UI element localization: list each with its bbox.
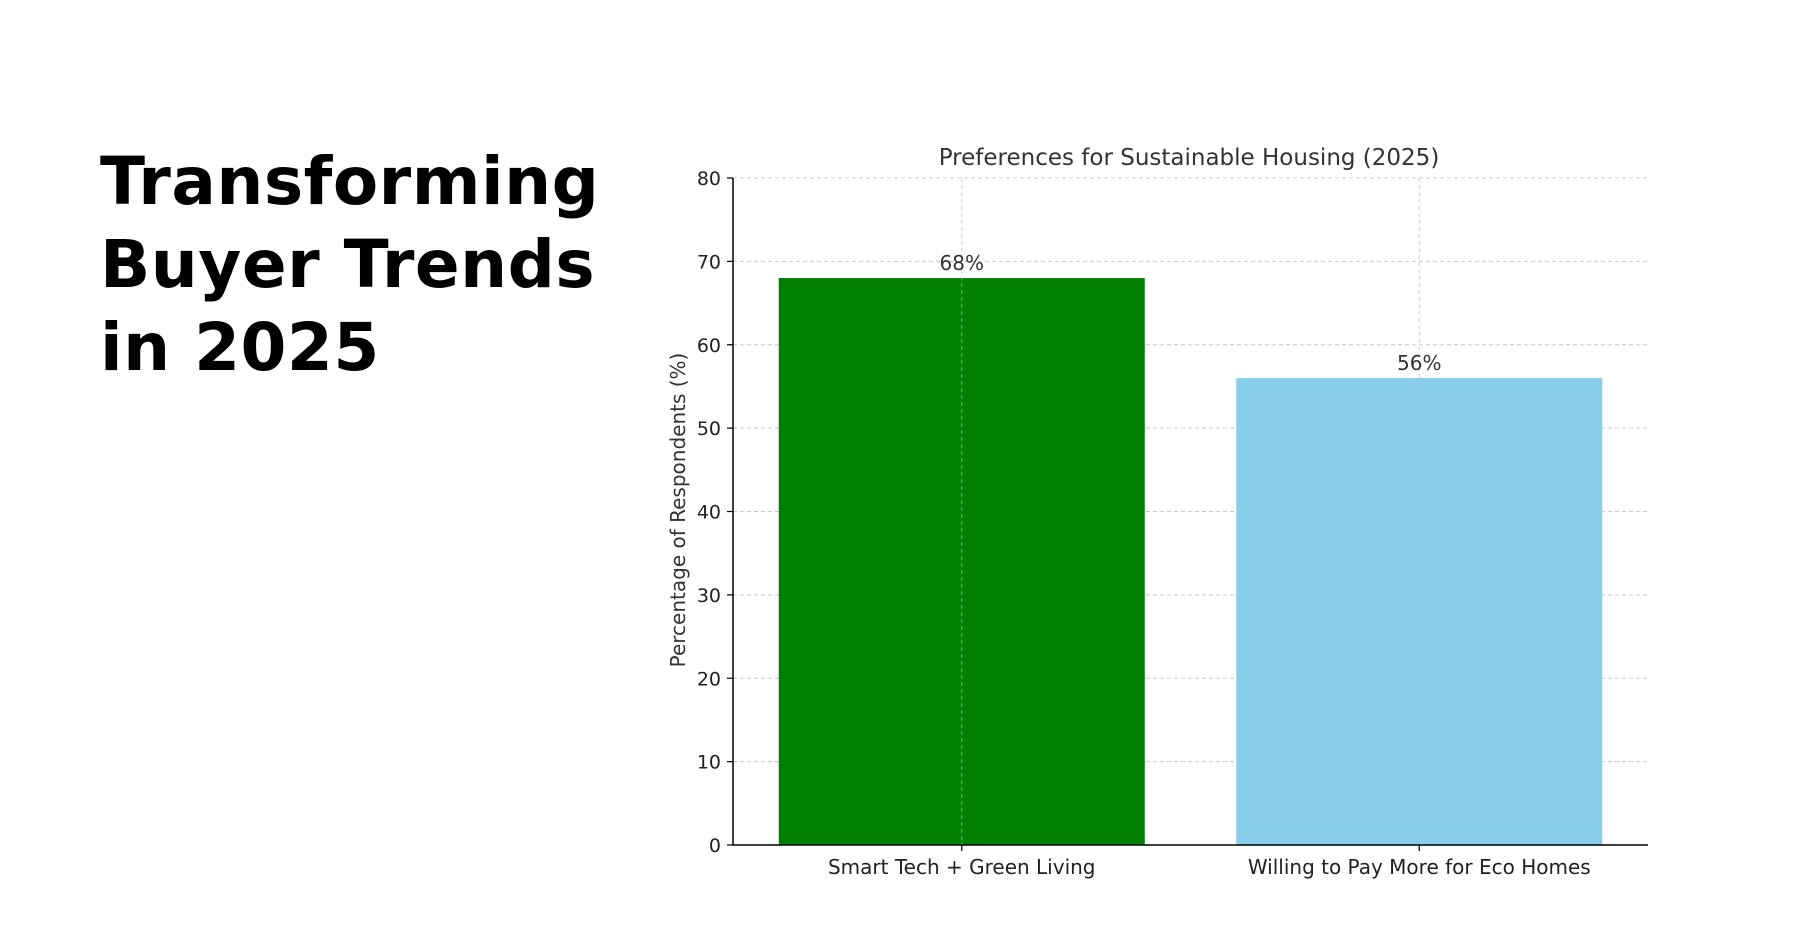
data-label: 68% [940,251,984,275]
y-tick-label: 30 [697,585,721,607]
labels: Preferences for Sustainable Housing (202… [666,145,1439,667]
headline-line-2: Buyer Trends [100,226,596,303]
y-tick-label: 10 [697,752,721,774]
y-tick-label: 0 [709,835,721,857]
x-tick-label: Smart Tech + Green Living [828,855,1096,879]
axes: 0 10 20 30 40 50 60 70 80 Smart Tech + Green Livi… [697,168,1648,879]
y-tick-label: 70 [697,251,721,273]
y-tick-label: 80 [697,168,721,190]
bar-1 [778,278,1145,845]
data-label: 56% [1397,351,1441,375]
x-tick-label: Willing to Pay More for Eco Homes [1248,855,1591,879]
headline-line-1: Transforming [100,143,600,220]
bars [778,178,1603,845]
y-tick-label: 20 [697,668,721,690]
headline: Transforming Buyer Trends in 2025 [100,140,620,389]
headline-line-3: in 2025 [100,309,380,386]
y-axis-label: Percentage of Respondents (%) [666,353,690,668]
y-tick-label: 40 [697,502,721,524]
chart-title: Preferences for Sustainable Housing (202… [939,145,1440,171]
y-tick-label: 50 [697,418,721,440]
y-tick-label: 60 [697,335,721,357]
grid-lines [733,177,1648,763]
